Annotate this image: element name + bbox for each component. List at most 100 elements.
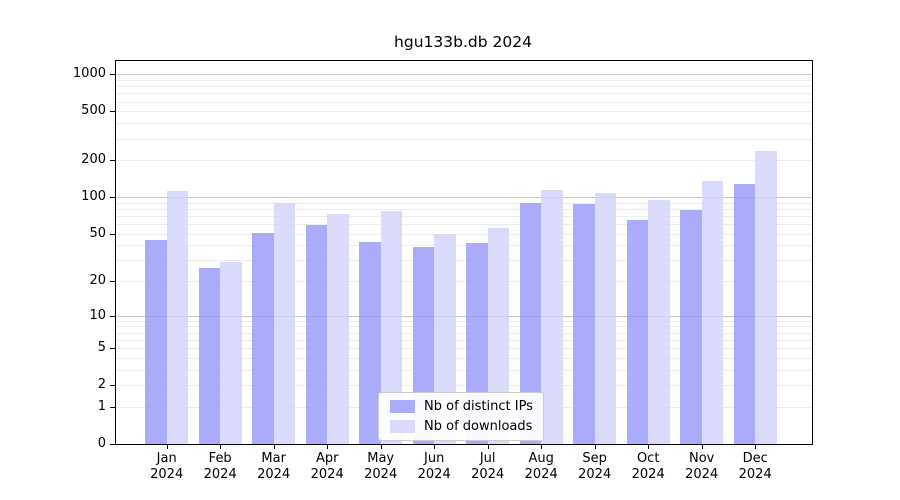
gridline-800 xyxy=(116,86,812,88)
gridline-7 xyxy=(116,332,812,334)
bar-nb-of-downloads-aug xyxy=(541,189,563,444)
x-tick-label-month: Mar xyxy=(261,451,286,466)
x-tick-label-month: Dec xyxy=(742,451,768,466)
gridline-4 xyxy=(116,357,812,359)
x-tick-aug xyxy=(541,445,543,449)
bar-nb-of-downloads-apr xyxy=(327,213,349,444)
y-tick-10 xyxy=(110,315,116,317)
x-tick-jan xyxy=(166,445,168,449)
y-tick-200 xyxy=(110,160,116,162)
x-tick-label-year: 2024 xyxy=(364,466,398,482)
x-tick-label-oct: Oct 2024 xyxy=(616,451,680,482)
bar-nb-of-downloads-nov xyxy=(701,180,724,444)
gridline-60 xyxy=(116,224,812,225)
legend-swatch-downloads xyxy=(390,420,415,433)
x-tick-label-year: 2024 xyxy=(578,466,612,482)
x-tick-label-jul: Jul 2024 xyxy=(456,451,520,482)
x-tick-label-month: Feb xyxy=(208,451,232,466)
x-tick-label-month: Apr xyxy=(315,451,339,466)
x-tick-label-sep: Sep 2024 xyxy=(563,451,627,482)
y-tick-2 xyxy=(110,385,116,387)
x-tick-oct xyxy=(648,445,650,449)
x-tick-sep xyxy=(594,445,596,449)
bar-nb-of-downloads-jan xyxy=(166,191,189,444)
bar-nb-of-downloads-dec xyxy=(755,150,777,444)
x-tick-label-year: 2024 xyxy=(203,466,237,482)
chart-title: hgu133b.db 2024 xyxy=(394,33,532,51)
bar-nb-of-distinct-ips-jan xyxy=(145,240,167,444)
gridline-40 xyxy=(116,245,812,247)
legend-item-downloads: Nb of downloads xyxy=(390,418,533,435)
x-tick-may xyxy=(380,445,382,449)
bar-nb-of-distinct-ips-feb xyxy=(198,267,221,444)
gridline-400 xyxy=(116,123,812,125)
x-tick-label-month: Jul xyxy=(479,451,496,466)
x-tick-label-may: May 2024 xyxy=(349,451,413,482)
x-tick-label-month: May xyxy=(367,451,395,466)
gridline-90 xyxy=(116,202,812,204)
y-tick-label-1: 1 xyxy=(97,398,106,414)
x-tick-label-month: Nov xyxy=(689,451,715,466)
bar-nb-of-distinct-ips-oct xyxy=(626,219,649,444)
y-tick-label-0: 0 xyxy=(97,436,106,451)
y-tick-label-100: 100 xyxy=(81,189,106,205)
bar-nb-of-downloads-mar xyxy=(273,203,296,444)
legend-swatch-distinct-ips xyxy=(390,400,415,413)
gridline-5 xyxy=(116,348,812,350)
y-tick-label-2: 2 xyxy=(97,377,106,393)
x-tick-label-year: 2024 xyxy=(471,466,505,482)
gridline-8 xyxy=(116,326,812,328)
x-tick-label-month: Sep xyxy=(582,451,607,466)
y-tick-50 xyxy=(110,233,116,235)
x-tick-label-year: 2024 xyxy=(685,466,719,482)
bar-nb-of-distinct-ips-dec xyxy=(733,184,756,444)
x-tick-label-feb: Feb 2024 xyxy=(188,451,252,482)
gridline-3 xyxy=(116,369,812,371)
y-tick-1 xyxy=(110,406,116,408)
x-tick-feb xyxy=(220,445,222,449)
bar-nb-of-distinct-ips-mar xyxy=(252,232,274,444)
y-tick-0 xyxy=(110,444,116,445)
x-tick-jun xyxy=(434,445,436,449)
bar-nb-of-downloads-may xyxy=(380,210,403,444)
y-tick-label-5: 5 xyxy=(97,340,106,356)
y-tick-1000 xyxy=(110,74,116,76)
y-tick-5 xyxy=(110,348,116,350)
bar-nb-of-downloads-jun xyxy=(434,233,456,444)
y-tick-label-500: 500 xyxy=(81,103,106,119)
bar-nb-of-downloads-jul xyxy=(487,227,510,444)
x-tick-nov xyxy=(701,445,703,449)
bar-nb-of-distinct-ips-sep xyxy=(573,203,595,444)
bar-nb-of-downloads-sep xyxy=(594,192,617,444)
gridline-50 xyxy=(116,233,812,235)
x-tick-label-jan: Jan 2024 xyxy=(135,451,199,482)
x-tick-label-year: 2024 xyxy=(738,466,772,482)
gridline-10 xyxy=(116,315,812,317)
x-tick-label-year: 2024 xyxy=(631,466,665,482)
gridline-20 xyxy=(116,281,812,283)
gridline-900 xyxy=(116,80,812,81)
legend-item-distinct-ips: Nb of distinct IPs xyxy=(390,398,533,415)
x-tick-label-year: 2024 xyxy=(150,466,184,482)
gridline-200 xyxy=(116,160,812,162)
x-tick-label-month: Jun xyxy=(424,451,445,466)
gridline-30 xyxy=(116,260,812,262)
gridline-80 xyxy=(116,208,812,210)
gridline-700 xyxy=(116,93,812,95)
x-tick-label-month: Oct xyxy=(636,451,660,466)
x-tick-label-year: 2024 xyxy=(257,466,291,482)
y-tick-500 xyxy=(110,111,116,113)
legend-label-downloads: Nb of downloads xyxy=(424,419,533,434)
x-tick-label-nov: Nov 2024 xyxy=(670,451,734,482)
y-tick-label-20: 20 xyxy=(89,273,106,289)
x-tick-label-aug: Aug 2024 xyxy=(509,451,573,482)
x-tick-label-apr: Apr 2024 xyxy=(295,451,359,482)
gridline-9 xyxy=(116,320,812,322)
gridline-2 xyxy=(116,385,812,387)
x-tick-label-year: 2024 xyxy=(524,466,558,482)
gridline-6 xyxy=(116,339,812,341)
y-tick-20 xyxy=(110,281,116,283)
gridline-70 xyxy=(116,215,812,217)
y-tick-label-50: 50 xyxy=(89,225,106,241)
